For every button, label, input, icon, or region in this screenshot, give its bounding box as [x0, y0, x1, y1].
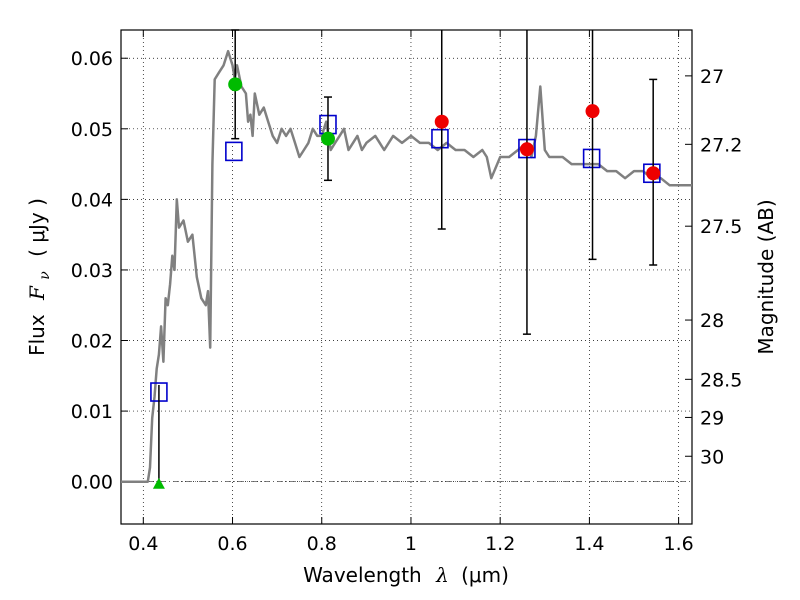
- x-tick-label: 1.6: [664, 533, 694, 555]
- x-tick-label: 1.2: [485, 533, 515, 555]
- magnitude-tick-label: 28: [700, 310, 724, 332]
- x-tick-label: 1.4: [574, 533, 604, 555]
- observed-flux-point: [519, 142, 534, 157]
- magnitude-tick-label: 28.5: [700, 369, 742, 391]
- grid-lines: [121, 30, 692, 524]
- observed-flux-point: [434, 114, 449, 129]
- x-axis-label-symbol: λ: [435, 563, 449, 587]
- y-axis-label-right: Magnitude (AB): [754, 199, 778, 354]
- x-tick-label: 0.8: [307, 533, 337, 555]
- y-axis-label-left-symbol: F: [25, 285, 49, 301]
- y-tick-label: 0.05: [71, 119, 113, 141]
- magnitude-tick-label: 27.5: [700, 216, 742, 238]
- magnitude-tick-label: 29: [700, 407, 724, 429]
- upper-limit-marker: [152, 477, 165, 489]
- x-axis-label-unit: (μm): [461, 563, 509, 587]
- y-tick-label: 0.04: [71, 189, 113, 211]
- y-tick-label: 0.01: [71, 401, 113, 423]
- y-tick-label: 0.03: [71, 260, 113, 282]
- model-spectrum-line: [121, 49, 692, 483]
- y-tick-label: 0.06: [71, 48, 113, 70]
- model-photometry-point: [431, 128, 449, 149]
- y-axis-label-left: Flux F ν ( μJy ): [25, 198, 54, 356]
- x-axis-label: Wavelength λ (μm): [303, 563, 509, 587]
- observed-flux-point: [228, 77, 243, 92]
- magnitude-tick-label: 30: [700, 446, 724, 468]
- observed-flux-point: [585, 104, 600, 119]
- x-tick-label: 1: [405, 533, 417, 555]
- plot-frame: [120, 29, 693, 525]
- y-axis-label-left-subscript: ν: [37, 271, 53, 280]
- y-axis-label-left-unit: ( μJy ): [25, 198, 49, 257]
- model-photometry-point: [225, 141, 243, 162]
- x-axis-label-prefix: Wavelength: [303, 563, 422, 587]
- x-tick-label: 0.6: [217, 533, 247, 555]
- magnitude-tick-label: 27: [700, 66, 724, 88]
- y-tick-label: 0.00: [71, 472, 113, 494]
- magnitude-tick-label: 27.2: [700, 134, 742, 156]
- observed-flux-point: [646, 166, 661, 181]
- observed-flux-point: [320, 131, 335, 146]
- x-tick-label: 0.4: [128, 533, 158, 555]
- y-axis-label-left-prefix: Flux: [25, 314, 49, 356]
- y-tick-label: 0.02: [71, 331, 113, 353]
- model-photometry-point: [582, 148, 601, 169]
- data-marks: [121, 29, 692, 489]
- axis-ticks: 0.4 0.6 0.8 1 1.2 1.4 1.6 0.00 0.01 0.02 0.03 0.04 0…: [71, 30, 742, 555]
